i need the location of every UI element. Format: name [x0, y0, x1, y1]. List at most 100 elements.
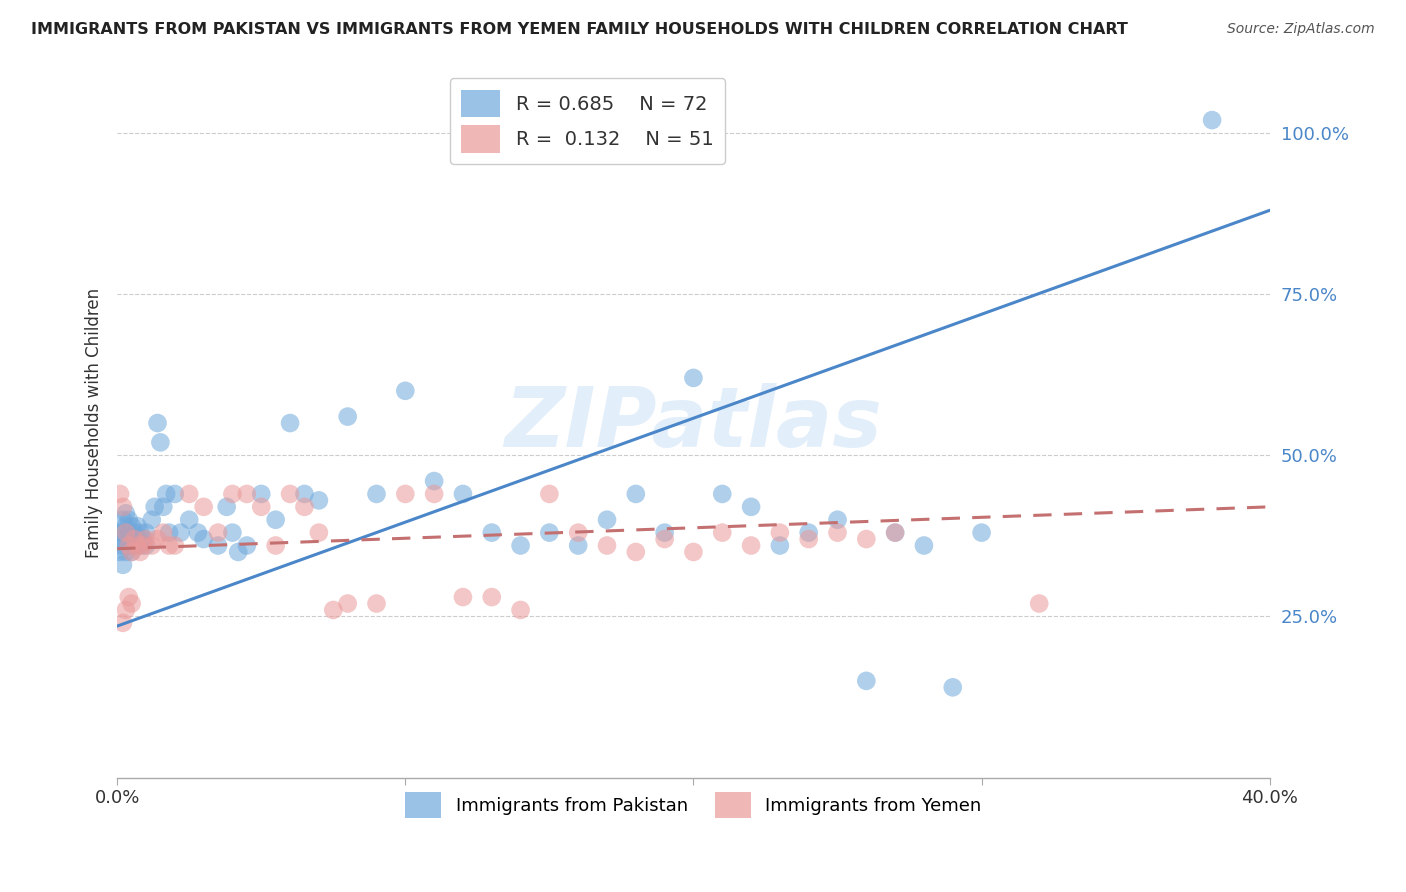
Point	[769, 539, 792, 553]
Point	[108, 545, 131, 559]
Point	[152, 525, 174, 540]
Point	[423, 474, 446, 488]
Point	[207, 539, 229, 553]
Point	[1201, 113, 1223, 128]
Point	[884, 525, 907, 540]
Point	[118, 525, 141, 540]
Point	[596, 539, 619, 553]
Point	[118, 539, 141, 553]
Point	[654, 525, 676, 540]
Y-axis label: Family Households with Children: Family Households with Children	[86, 288, 103, 558]
Point	[366, 487, 388, 501]
Point	[108, 487, 131, 501]
Point	[143, 500, 166, 514]
Point	[118, 513, 141, 527]
Point	[264, 539, 287, 553]
Point	[132, 539, 155, 553]
Point	[111, 513, 134, 527]
Point	[308, 493, 330, 508]
Point	[827, 525, 849, 540]
Point	[682, 545, 704, 559]
Point	[157, 525, 180, 540]
Point	[121, 597, 143, 611]
Point	[538, 525, 561, 540]
Point	[108, 532, 131, 546]
Point	[146, 532, 169, 546]
Point	[114, 519, 136, 533]
Point	[111, 525, 134, 540]
Point	[740, 500, 762, 514]
Point	[294, 487, 316, 501]
Point	[596, 513, 619, 527]
Point	[187, 525, 209, 540]
Point	[121, 545, 143, 559]
Point	[567, 539, 589, 553]
Point	[769, 525, 792, 540]
Point	[146, 416, 169, 430]
Point	[141, 539, 163, 553]
Point	[336, 409, 359, 424]
Point	[264, 513, 287, 527]
Point	[114, 603, 136, 617]
Point	[451, 590, 474, 604]
Point	[366, 597, 388, 611]
Point	[221, 487, 243, 501]
Text: ZIPatlas: ZIPatlas	[505, 383, 883, 464]
Point	[135, 539, 157, 553]
Point	[135, 532, 157, 546]
Point	[711, 487, 734, 501]
Point	[111, 558, 134, 572]
Point	[121, 532, 143, 546]
Point	[152, 500, 174, 514]
Point	[135, 525, 157, 540]
Point	[236, 539, 259, 553]
Point	[129, 539, 152, 553]
Point	[682, 371, 704, 385]
Point	[127, 532, 149, 546]
Point	[124, 525, 146, 540]
Point	[1028, 597, 1050, 611]
Point	[855, 532, 877, 546]
Point	[149, 435, 172, 450]
Point	[236, 487, 259, 501]
Point	[538, 487, 561, 501]
Point	[509, 539, 531, 553]
Point	[193, 500, 215, 514]
Point	[132, 532, 155, 546]
Point	[129, 545, 152, 559]
Point	[221, 525, 243, 540]
Point	[567, 525, 589, 540]
Point	[111, 500, 134, 514]
Point	[711, 525, 734, 540]
Point	[121, 545, 143, 559]
Point	[226, 545, 249, 559]
Point	[207, 525, 229, 540]
Point	[250, 500, 273, 514]
Point	[114, 506, 136, 520]
Point	[121, 519, 143, 533]
Point	[124, 539, 146, 553]
Point	[157, 539, 180, 553]
Point	[193, 532, 215, 546]
Point	[942, 681, 965, 695]
Point	[423, 487, 446, 501]
Point	[394, 384, 416, 398]
Point	[179, 487, 201, 501]
Point	[111, 615, 134, 630]
Point	[797, 525, 820, 540]
Point	[481, 590, 503, 604]
Point	[451, 487, 474, 501]
Point	[127, 539, 149, 553]
Point	[278, 487, 301, 501]
Point	[481, 525, 503, 540]
Point	[308, 525, 330, 540]
Legend: Immigrants from Pakistan, Immigrants from Yemen: Immigrants from Pakistan, Immigrants fro…	[398, 785, 988, 825]
Point	[111, 539, 134, 553]
Point	[322, 603, 344, 617]
Point	[114, 545, 136, 559]
Point	[740, 539, 762, 553]
Point	[624, 545, 647, 559]
Point	[129, 525, 152, 540]
Point	[394, 487, 416, 501]
Text: Source: ZipAtlas.com: Source: ZipAtlas.com	[1227, 22, 1375, 37]
